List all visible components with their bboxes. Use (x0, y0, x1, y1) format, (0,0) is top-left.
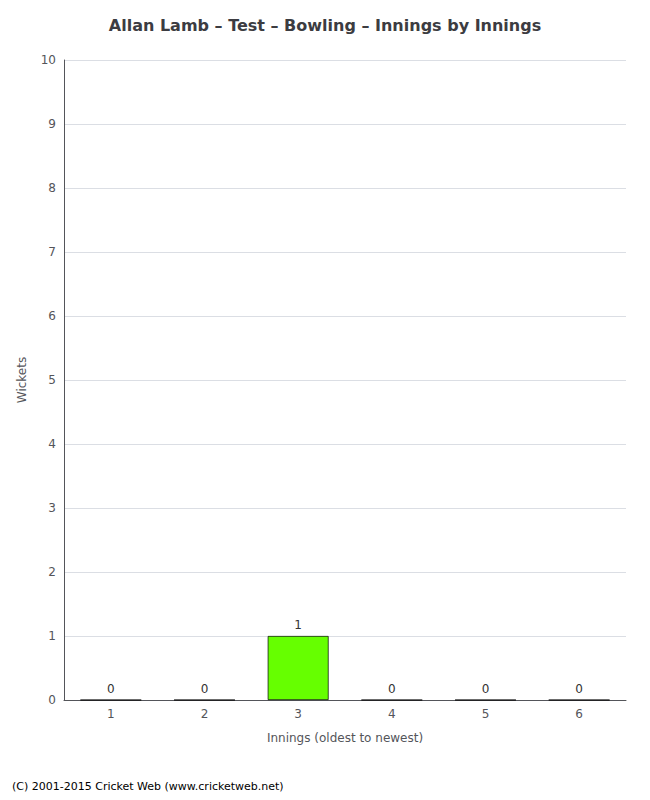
svg-text:5: 5 (48, 373, 56, 387)
svg-text:Wickets: Wickets (15, 357, 29, 403)
svg-text:0: 0 (201, 682, 209, 696)
svg-text:2: 2 (201, 707, 209, 721)
svg-text:4: 4 (48, 437, 56, 451)
svg-text:6: 6 (575, 707, 583, 721)
svg-text:Allan Lamb – Test – Bowling –: Allan Lamb – Test – Bowling – Innings by… (109, 16, 541, 35)
svg-text:4: 4 (388, 707, 396, 721)
svg-text:9: 9 (48, 117, 56, 131)
svg-text:0: 0 (482, 682, 490, 696)
svg-text:(C) 2001-2015 Cricket Web (www: (C) 2001-2015 Cricket Web (www.cricketwe… (12, 780, 284, 793)
svg-text:6: 6 (48, 309, 56, 323)
svg-text:3: 3 (294, 707, 302, 721)
svg-text:10: 10 (41, 53, 56, 67)
svg-text:8: 8 (48, 181, 56, 195)
svg-text:1: 1 (107, 707, 115, 721)
svg-text:7: 7 (48, 245, 56, 259)
svg-text:1: 1 (294, 618, 302, 632)
svg-text:1: 1 (48, 629, 56, 643)
svg-text:2: 2 (48, 565, 56, 579)
svg-text:Innings (oldest to newest): Innings (oldest to newest) (267, 731, 423, 745)
svg-text:0: 0 (107, 682, 115, 696)
svg-text:0: 0 (48, 693, 56, 707)
svg-text:0: 0 (575, 682, 583, 696)
svg-text:5: 5 (482, 707, 490, 721)
svg-text:3: 3 (48, 501, 56, 515)
svg-text:0: 0 (388, 682, 396, 696)
